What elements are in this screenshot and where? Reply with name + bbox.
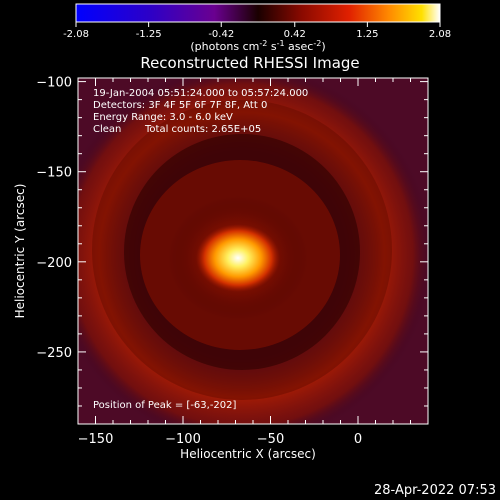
annotation-peak: Position of Peak = [-63,-202] xyxy=(93,400,237,411)
x-tick-label: 0 xyxy=(354,432,362,447)
colorbar-ticks: -2.08 -1.25 -0.42 0.42 1.25 2.08 xyxy=(63,22,451,40)
x-axis-label: Heliocentric X (arcsec) xyxy=(180,447,316,461)
annotations: 19-Jan-2004 05:51:24.000 to 05:57:24.000… xyxy=(93,88,308,411)
annotation-energy: Energy Range: 3.0 - 6.0 keV xyxy=(93,112,233,123)
chart-title: Reconstructed RHESSI Image xyxy=(140,54,359,72)
colorbar-gradient xyxy=(75,3,441,23)
annotation-time-range: 19-Jan-2004 05:51:24.000 to 05:57:24.000 xyxy=(93,88,308,99)
y-tick-label: −150 xyxy=(36,166,72,181)
y-tick-label: −100 xyxy=(36,76,72,91)
annotation-algorithm: Clean xyxy=(93,124,121,135)
colorbar-tick-label: 1.25 xyxy=(356,29,378,40)
colorbar-tick-label: -1.25 xyxy=(136,29,162,40)
y-tick-label: −200 xyxy=(36,256,72,271)
heatmap-image xyxy=(78,78,428,424)
colorbar: -2.08 -1.25 -0.42 0.42 1.25 2.08 (photons cm-… xyxy=(63,3,451,53)
colorbar-tick-label: 0.42 xyxy=(284,29,306,40)
colorbar-tick-label: -0.42 xyxy=(208,29,234,40)
annotation-detectors: Detectors: 3F 4F 5F 6F 7F 8F, Att 0 xyxy=(93,100,267,111)
x-tick-label: −150 xyxy=(78,432,114,447)
colorbar-tick-label: -2.08 xyxy=(63,29,89,40)
timestamp: 28-Apr-2022 07:53 xyxy=(374,483,496,498)
y-axis-label: Heliocentric Y (arcsec) xyxy=(13,184,27,319)
annotation-total-counts: Total counts: 2.65E+05 xyxy=(144,124,261,135)
colorbar-tick-label: 2.08 xyxy=(429,29,451,40)
x-tick-label: −100 xyxy=(165,432,201,447)
axis-ticks: −150 −100 −50 0 −100 −150 −200 −250 xyxy=(36,76,429,447)
x-tick-label: −50 xyxy=(257,432,284,447)
colorbar-unit: (photons cm-2 s-1 asec-2) xyxy=(190,39,325,53)
flare-peak xyxy=(196,224,280,292)
y-tick-label: −250 xyxy=(36,346,72,361)
